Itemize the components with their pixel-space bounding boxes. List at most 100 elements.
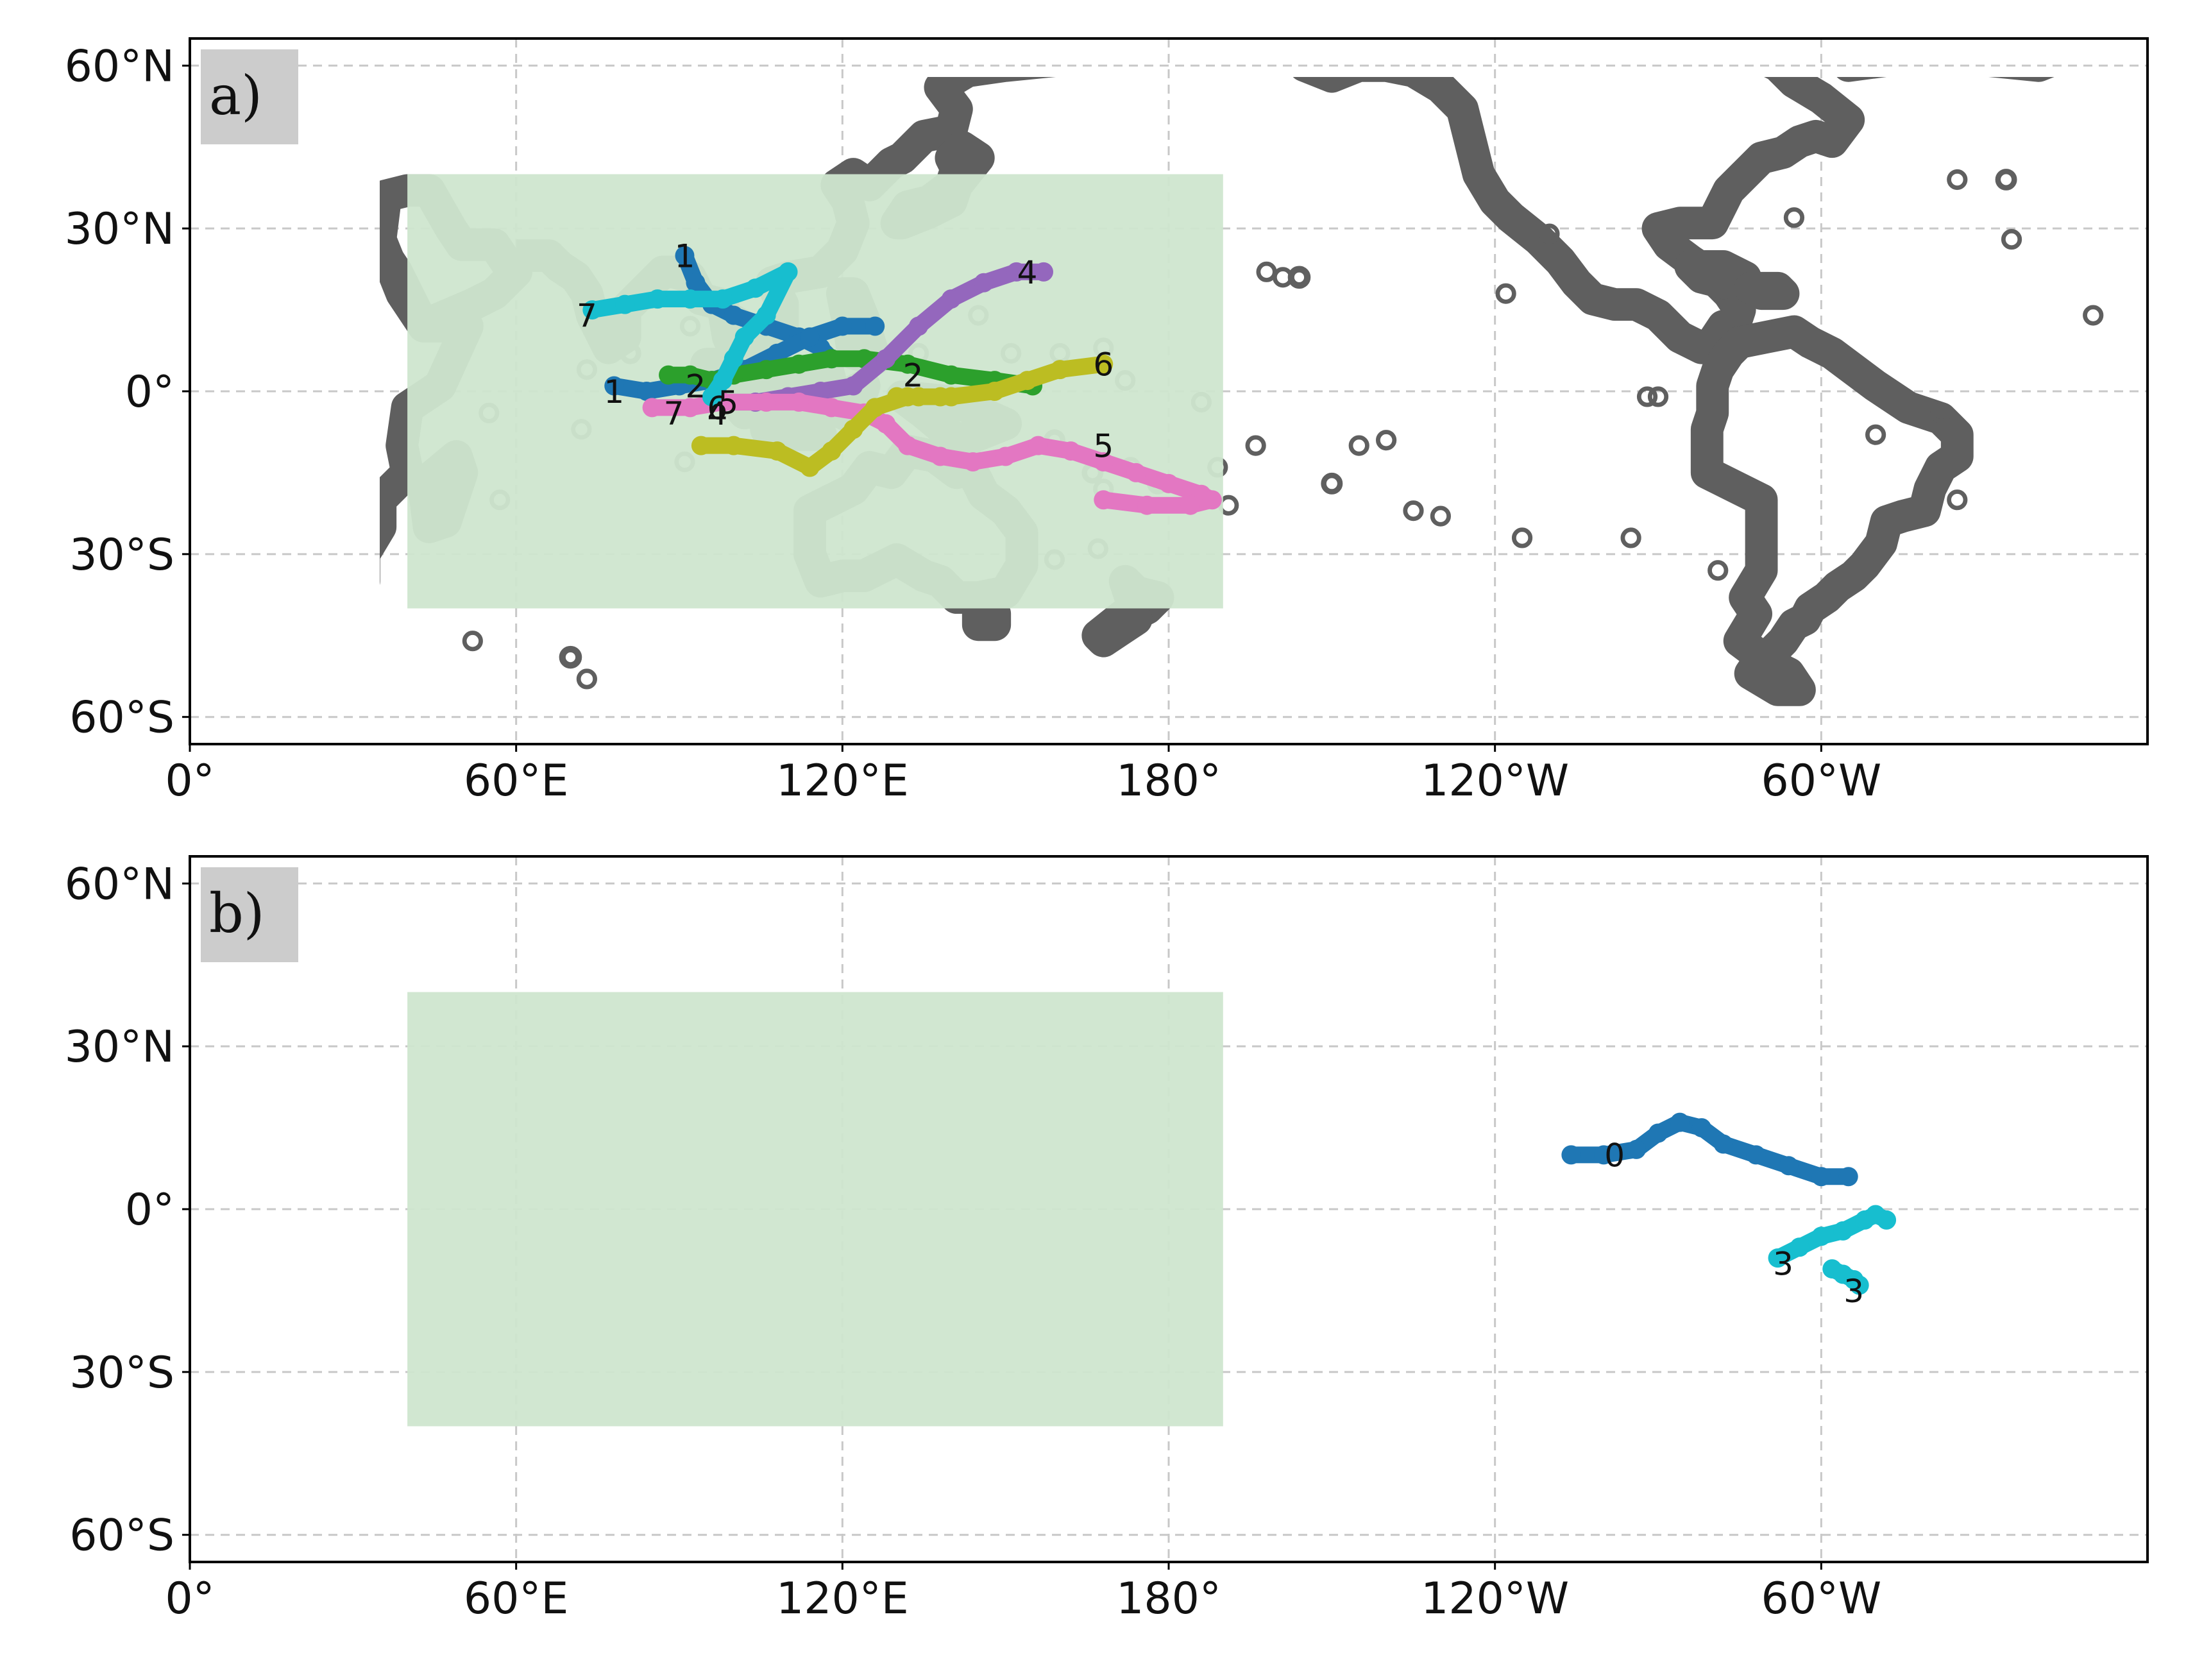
track-point: [1648, 1123, 1668, 1143]
track-number-label: 5: [718, 384, 738, 421]
track-point: [1094, 490, 1114, 510]
track-point: [974, 273, 994, 293]
track-point: [713, 371, 733, 391]
x-tick-label: 120°E: [776, 1574, 909, 1624]
track-point: [1061, 441, 1081, 461]
x-tick-label: 180°: [1116, 756, 1221, 806]
track-point: [1670, 1112, 1690, 1132]
track-point: [985, 382, 1004, 401]
track-0-label-0: [1561, 1112, 1858, 1187]
track-point: [843, 376, 863, 396]
track-point: [680, 289, 700, 309]
track-point: [1713, 1134, 1733, 1154]
track-point: [1050, 360, 1070, 380]
track-point: [686, 273, 706, 293]
track-number-label: 1: [604, 373, 624, 411]
track-point: [822, 349, 842, 369]
track-point: [930, 446, 950, 466]
track-point: [756, 392, 776, 412]
track-point: [1746, 1145, 1766, 1165]
track-point: [1790, 1237, 1809, 1257]
track-point: [745, 278, 765, 298]
track-5-label-5: [642, 392, 1222, 515]
track-point: [1811, 1226, 1831, 1246]
track-point: [1159, 473, 1178, 493]
x-tick-label: 60°W: [1761, 1574, 1881, 1624]
track-number-label: 3: [1843, 1273, 1864, 1310]
x-tick-label: 120°W: [1421, 756, 1569, 806]
track-point: [876, 349, 896, 369]
track-point: [1768, 1248, 1788, 1268]
panel-label: a): [209, 64, 262, 127]
track-point: [941, 387, 961, 407]
track-point: [756, 360, 776, 380]
track-point: [909, 316, 929, 336]
track-point: [724, 349, 743, 369]
track-number-label: 6: [707, 389, 727, 427]
track-number-label: 6: [1093, 346, 1114, 384]
track-number-label: 4: [1017, 254, 1038, 291]
track-point: [941, 365, 961, 385]
track-number-label: 5: [1093, 428, 1114, 465]
track-number-label: 1: [675, 237, 695, 275]
y-tick-label: 60°S: [69, 693, 174, 743]
track-point: [843, 420, 863, 439]
track-point: [648, 289, 668, 309]
track-point: [615, 294, 635, 314]
track-number-label: 2: [686, 368, 706, 405]
x-tick-label: 120°W: [1421, 1574, 1569, 1624]
track-point: [702, 387, 722, 407]
track-point: [734, 327, 754, 347]
track-number-label: 3: [1773, 1246, 1793, 1283]
x-tick-label: 60°W: [1761, 756, 1881, 806]
y-tick-label: 0°: [125, 1185, 174, 1235]
track-point: [680, 398, 700, 418]
track-1-label-1: [604, 316, 885, 401]
y-tick-label: 0°: [125, 367, 174, 418]
track-point: [833, 316, 852, 336]
track-point: [1137, 495, 1157, 515]
track-point: [898, 387, 918, 407]
track-6-label-6: [691, 354, 1114, 477]
x-tick-label: 60°E: [464, 756, 569, 806]
track-point: [778, 262, 798, 282]
track-point: [996, 446, 1015, 466]
track-1-label-3: [1768, 1205, 1897, 1268]
track-point: [800, 457, 820, 477]
track-point: [1811, 1167, 1831, 1187]
y-tick-label: 60°N: [65, 859, 174, 910]
track-point: [898, 354, 918, 374]
track-point: [789, 354, 809, 374]
track-number-label: 7: [577, 298, 597, 335]
track-labels: 0 3 3: [1604, 1137, 1864, 1310]
track-point: [1006, 262, 1026, 282]
tracks: [582, 246, 1222, 515]
track-point: [675, 246, 695, 266]
track-point: [1180, 495, 1200, 515]
x-tick-label: 60°E: [464, 1574, 569, 1624]
y-tick-label: 30°S: [69, 1348, 174, 1398]
x-tick-label: 180°: [1116, 1574, 1221, 1624]
y-tick-label: 30°N: [65, 204, 174, 255]
track-2-label-3: [1822, 1259, 1869, 1295]
track-point: [582, 300, 602, 320]
track-point: [941, 289, 961, 309]
track-point: [789, 392, 809, 412]
track-point: [680, 365, 700, 385]
track-point: [822, 441, 842, 461]
track-point: [1779, 1156, 1799, 1176]
y-tick-label: 60°N: [65, 41, 174, 92]
track-point: [1838, 1167, 1858, 1187]
track-point: [724, 305, 743, 325]
ticks-b: 0° 60°E 120°E 180° 120°W 60°W 60°N 30°N 0° 30°S 60…: [65, 859, 1882, 1624]
track-point: [1849, 1275, 1869, 1295]
track-point: [865, 316, 885, 336]
track-point: [691, 436, 711, 455]
track-point: [1094, 354, 1114, 374]
track-point: [767, 441, 787, 461]
track-point: [898, 436, 918, 455]
x-tick-label: 0°: [165, 756, 214, 806]
track-point: [713, 289, 733, 309]
